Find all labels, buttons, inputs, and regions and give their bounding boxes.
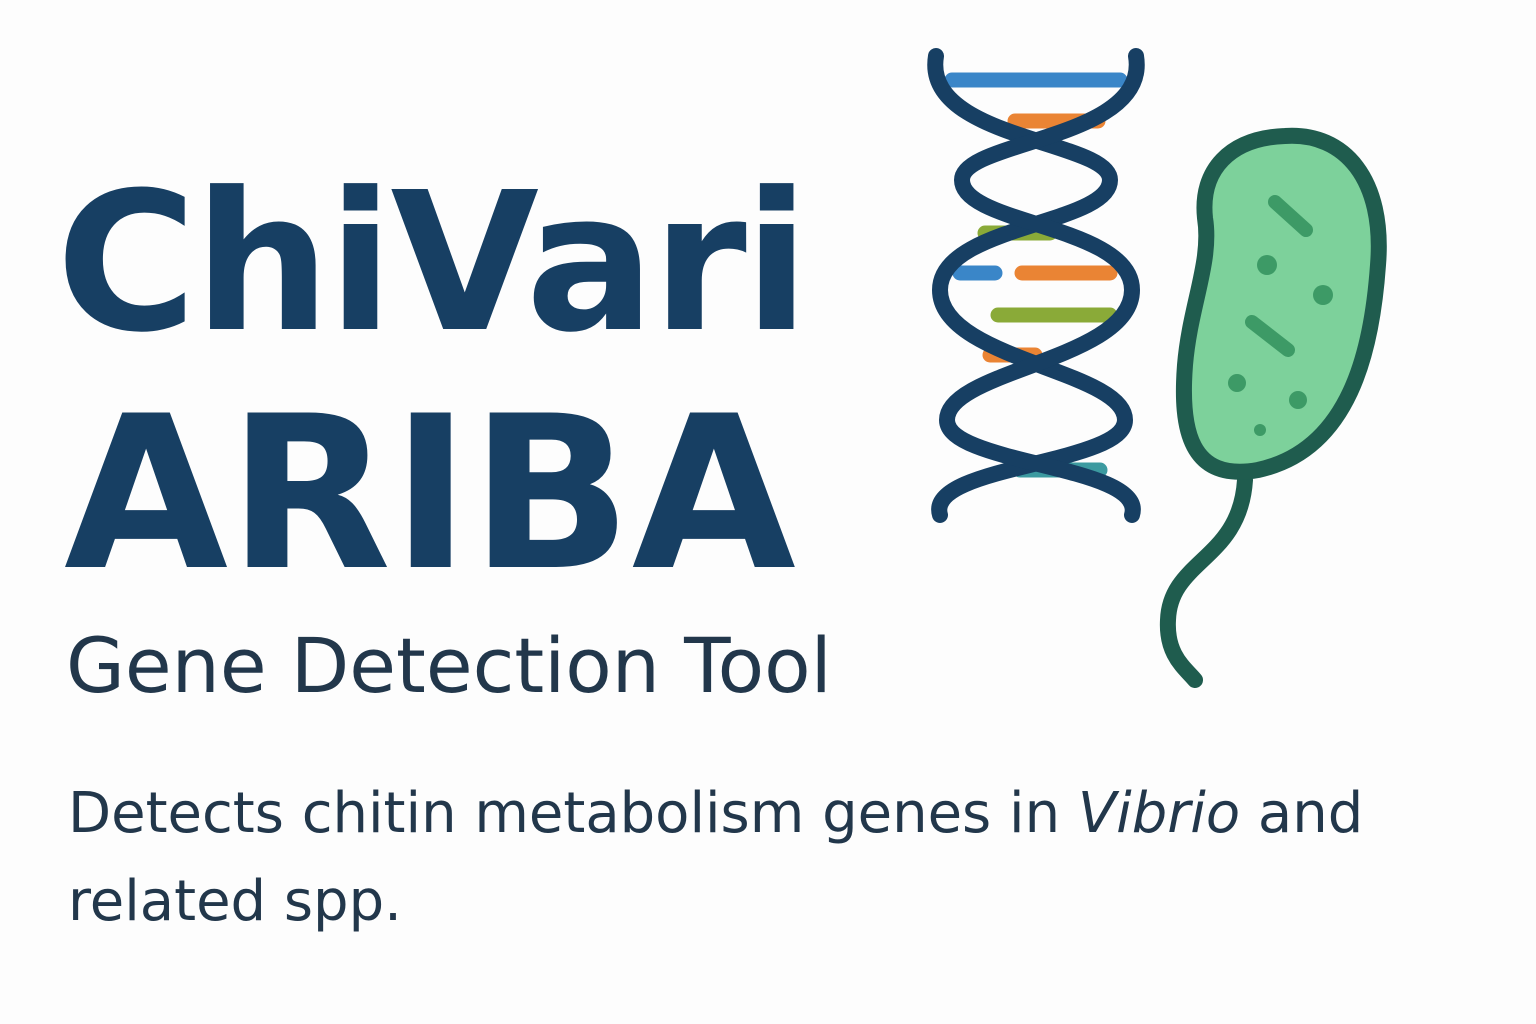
title-chivari: ChiVari: [56, 152, 810, 375]
bacterium-rod-spot-1: [1268, 195, 1313, 237]
title-ariba: ARIBA: [64, 370, 796, 617]
description-genus: Vibrio: [1077, 781, 1241, 846]
dna-strand-left: [927, 48, 1134, 523]
bacterium-flagellum: [1159, 472, 1253, 688]
bacterium-icon: [1159, 127, 1387, 688]
dna-strand-right: [938, 48, 1145, 523]
bacterium-spot-2: [1313, 285, 1333, 305]
bacterium-body: [1175, 127, 1387, 480]
description: Detects chitin metabolism genes in Vibri…: [68, 770, 1488, 946]
description-text-before: Detects chitin metabolism genes in: [68, 781, 1078, 846]
subtitle: Gene Detection Tool: [66, 621, 832, 710]
bacterium-spot-3: [1228, 374, 1246, 392]
bacterium-spot-5: [1254, 424, 1266, 436]
bacterium-rod-spot-2: [1245, 315, 1295, 357]
dna-helix-icon: [927, 48, 1145, 523]
bacterium-spot-1: [1257, 255, 1277, 275]
description-text-after: and related spp.: [68, 781, 1364, 934]
bacterium-spot-4: [1289, 391, 1307, 409]
